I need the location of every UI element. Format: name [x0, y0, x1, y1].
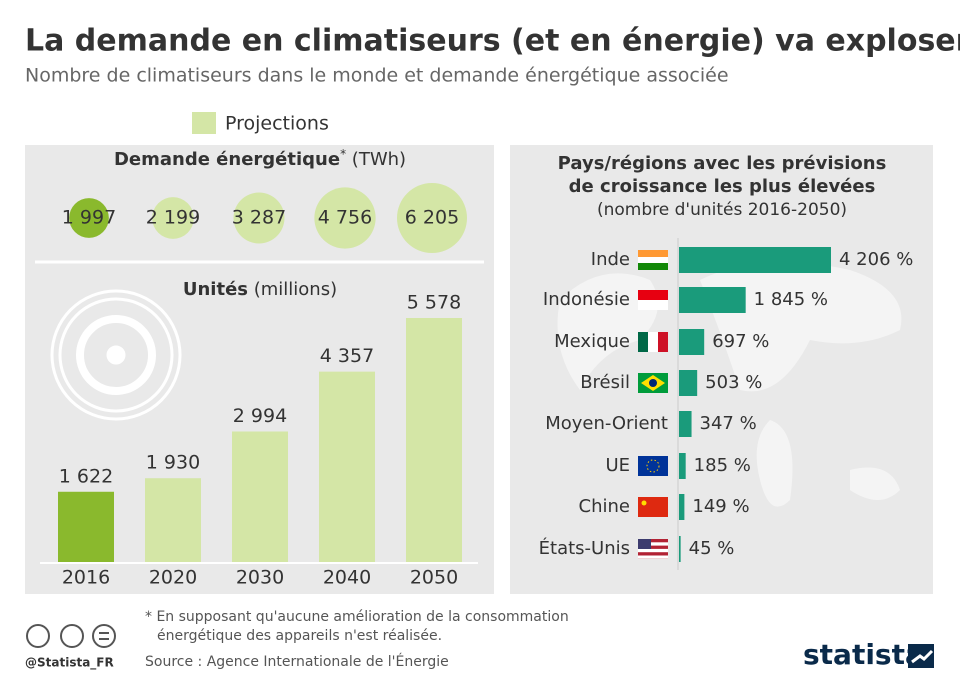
flag — [638, 555, 668, 559]
value-label: 347 % — [700, 413, 757, 434]
subtitle: Nombre de climatiseurs dans le monde et … — [25, 65, 729, 87]
bubble — [397, 183, 467, 253]
bar — [679, 287, 746, 313]
x-tick-label: 2030 — [236, 567, 284, 589]
bar — [319, 371, 375, 563]
handle: @Statista_FR — [25, 656, 114, 671]
bubble — [233, 192, 285, 244]
bubble — [69, 198, 109, 238]
barh-title: Pays/régions avec les prévisions — [558, 153, 887, 174]
ac-icon — [50, 289, 182, 421]
flag — [646, 459, 660, 473]
barh-title: de croissance les plus élevées — [569, 176, 876, 197]
note: * En supposant qu'aucune amélioration de… — [145, 609, 569, 625]
bubble — [314, 187, 376, 249]
flag — [648, 332, 658, 352]
value-label: 4 357 — [320, 345, 374, 367]
bar — [679, 411, 692, 437]
bar — [406, 318, 462, 563]
bar — [679, 370, 698, 396]
bar — [679, 453, 686, 479]
y-tick-label: Brésil — [580, 372, 630, 393]
value-label: 1 930 — [146, 452, 200, 474]
value-label: 1 997 — [62, 207, 116, 229]
value-label: 5 578 — [407, 292, 461, 314]
flag — [638, 290, 668, 300]
x-tick-label: 2016 — [62, 567, 110, 589]
legend-label: Projections — [225, 113, 329, 135]
bar — [679, 247, 831, 273]
license-icons — [26, 624, 116, 648]
flag — [638, 456, 668, 476]
y-tick-label: UE — [605, 455, 630, 476]
flag — [638, 250, 668, 270]
flag — [638, 332, 668, 352]
x-tick-label: 2040 — [323, 567, 371, 589]
bar-title: Unités (millions) — [183, 279, 337, 300]
value-label: 185 % — [694, 455, 751, 476]
bar — [58, 491, 114, 563]
flag — [638, 497, 668, 517]
value-label: 149 % — [692, 496, 749, 517]
y-tick-label: États-Unis — [539, 537, 630, 559]
y-tick-label: Moyen-Orient — [545, 413, 668, 434]
flag — [638, 332, 648, 352]
bar — [679, 494, 685, 520]
value-label: 4 756 — [318, 207, 372, 229]
flag — [638, 300, 668, 310]
flag — [638, 456, 668, 476]
legend-swatch — [192, 112, 216, 134]
bar — [679, 536, 681, 562]
value-label: 6 205 — [405, 207, 459, 229]
y-tick-label: Chine — [579, 496, 630, 517]
flag — [638, 542, 668, 546]
barh-subtitle: (nombre d'unités 2016-2050) — [597, 200, 847, 220]
bar — [145, 478, 201, 563]
value-label: 45 % — [689, 538, 735, 559]
y-tick-label: Indonésie — [543, 289, 630, 310]
value-label: 2 994 — [233, 405, 287, 427]
flag — [638, 263, 668, 270]
flag — [638, 548, 668, 553]
note: énergétique des appareils n'est réalisée… — [157, 628, 442, 644]
flag — [638, 250, 668, 257]
flag — [638, 373, 668, 393]
y-tick-label: Mexique — [554, 331, 630, 352]
bubble-title: Demande énergétique* (TWh) — [114, 147, 406, 171]
flag — [638, 257, 668, 263]
value-label: 503 % — [705, 372, 762, 393]
flag — [638, 290, 668, 310]
brand-icon — [911, 649, 934, 664]
value-label: 1 845 % — [754, 289, 828, 310]
brand: statista — [803, 638, 924, 671]
value-label: 3 287 — [232, 207, 286, 229]
bar — [679, 329, 705, 355]
x-tick-label: 2020 — [149, 567, 197, 589]
value-label: 697 % — [712, 331, 769, 352]
world-map — [557, 262, 902, 507]
flag — [638, 539, 651, 549]
flag — [658, 332, 668, 352]
flag — [638, 497, 668, 517]
value-label: 4 206 % — [839, 249, 913, 270]
bubble — [152, 197, 194, 239]
x-tick-label: 2050 — [410, 567, 458, 589]
flag — [649, 379, 657, 387]
y-tick-label: Inde — [591, 249, 630, 270]
value-label: 2 199 — [146, 207, 200, 229]
source: Source : Agence Internationale de l'Éner… — [145, 653, 449, 670]
title: La demande en climatiseurs (et en énergi… — [25, 24, 960, 59]
flag — [638, 539, 668, 559]
bar — [232, 431, 288, 563]
value-label: 1 622 — [59, 465, 113, 487]
flag — [641, 500, 647, 506]
